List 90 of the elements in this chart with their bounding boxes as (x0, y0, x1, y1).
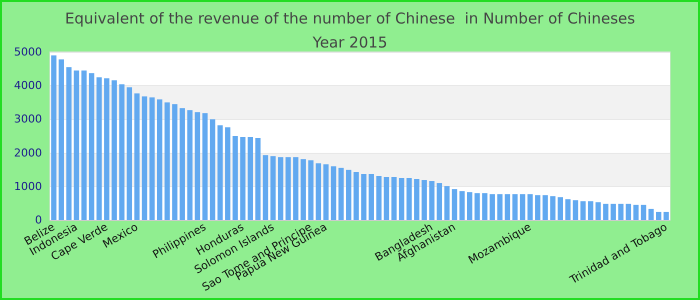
bar (66, 67, 72, 220)
bar (323, 164, 329, 220)
bar (338, 168, 344, 220)
y-tick-label: 5000 (14, 46, 42, 58)
bar (194, 112, 200, 220)
bar (384, 176, 390, 220)
y-tick-label: 2000 (14, 146, 42, 160)
bar (232, 136, 238, 220)
y-tick-label: 3000 (14, 112, 42, 126)
bar (104, 78, 110, 220)
bar (240, 137, 246, 220)
bar (156, 99, 162, 220)
bar (58, 59, 64, 220)
bar (633, 204, 639, 220)
y-tick-label: 4000 (14, 79, 42, 92)
bar (596, 202, 601, 220)
bar (640, 204, 646, 220)
bar (474, 193, 480, 220)
bar (550, 196, 556, 220)
bar (316, 163, 322, 220)
bar (354, 172, 359, 220)
bar (330, 166, 336, 220)
bar (134, 93, 140, 220)
bar (74, 70, 80, 220)
bar (527, 194, 533, 220)
bar (444, 186, 450, 220)
bar (149, 97, 155, 220)
y-tick-label: 1000 (14, 180, 42, 193)
bar (376, 176, 382, 220)
bar (81, 70, 87, 220)
bar (429, 181, 434, 220)
bar (126, 87, 132, 220)
bar (542, 195, 548, 220)
bar (664, 212, 669, 220)
bar (308, 160, 314, 220)
bar (180, 108, 185, 220)
bar (164, 102, 170, 220)
bar (51, 55, 56, 220)
bar (187, 110, 193, 220)
bar (558, 197, 564, 220)
bar (490, 194, 495, 220)
bar (270, 156, 276, 220)
bar (300, 159, 306, 220)
chart-title: Equivalent of the revenue of the number of Chinese in Number of Chineses (64, 10, 636, 28)
bar (361, 174, 366, 220)
bar (459, 191, 465, 220)
y-tick-label: 0 (35, 214, 42, 226)
bar (286, 157, 291, 220)
bar (422, 180, 427, 220)
bar (119, 84, 124, 220)
bar (202, 113, 208, 220)
bar (346, 170, 352, 220)
bar (255, 138, 261, 220)
bar (293, 157, 298, 220)
bar (278, 157, 284, 220)
bar (96, 77, 102, 220)
bar (656, 212, 662, 220)
bar (626, 204, 632, 220)
bar (580, 201, 586, 220)
bar (398, 178, 404, 220)
bar (217, 125, 223, 220)
bar (572, 200, 578, 220)
bar (603, 204, 608, 220)
bar (406, 178, 412, 220)
bar (112, 80, 117, 220)
bar (482, 193, 488, 220)
bar (172, 104, 178, 220)
bar (648, 208, 654, 220)
bar (210, 119, 216, 220)
bar (142, 96, 148, 220)
bar (225, 127, 230, 220)
bar (248, 137, 254, 220)
bar (497, 194, 503, 220)
bar (262, 155, 268, 220)
bar (512, 194, 518, 220)
bar (452, 189, 458, 220)
bar (535, 195, 540, 220)
bar (368, 174, 374, 220)
bar (504, 194, 510, 220)
bar (520, 194, 526, 220)
bar (618, 204, 624, 220)
bar (565, 199, 571, 220)
chart-subtitle: Year 2015 (312, 34, 388, 52)
bar (588, 201, 594, 220)
bar (88, 73, 94, 220)
bar (436, 183, 442, 220)
bar (466, 192, 472, 220)
bar (610, 204, 616, 220)
bar (391, 176, 397, 220)
bar (414, 179, 420, 220)
